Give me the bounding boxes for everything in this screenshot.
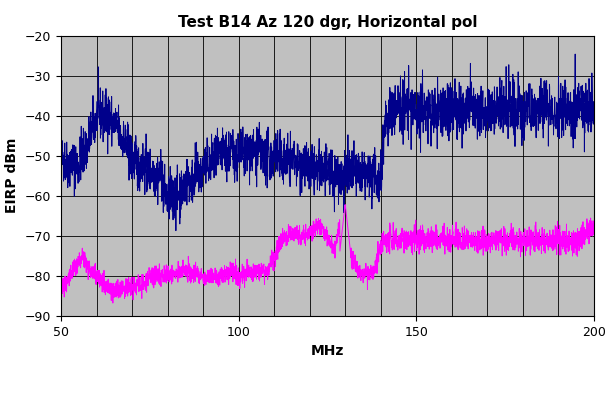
Line: RMS: RMS bbox=[61, 205, 594, 303]
Peak bbox=[285, 160, 293, 165]
Peak bbox=[172, 228, 179, 233]
Peak bbox=[572, 52, 579, 56]
RMS bbox=[285, 239, 293, 244]
RMS bbox=[119, 281, 126, 286]
X-axis label: MHz: MHz bbox=[311, 344, 344, 358]
Peak bbox=[522, 102, 529, 107]
RMS bbox=[58, 295, 65, 299]
Peak bbox=[590, 106, 597, 111]
Title: Test B14 Az 120 dgr, Horizontal pol: Test B14 Az 120 dgr, Horizontal pol bbox=[177, 15, 477, 30]
RMS bbox=[341, 202, 349, 207]
RMS bbox=[523, 238, 530, 243]
Peak bbox=[580, 95, 587, 100]
RMS bbox=[262, 264, 269, 269]
Peak bbox=[262, 183, 269, 188]
RMS bbox=[150, 286, 157, 290]
Y-axis label: EIRP dBm: EIRP dBm bbox=[6, 138, 20, 213]
Peak bbox=[150, 189, 157, 194]
Peak bbox=[58, 152, 65, 157]
RMS bbox=[580, 232, 587, 237]
RMS bbox=[109, 301, 116, 305]
Line: Peak: Peak bbox=[61, 54, 594, 231]
Peak bbox=[118, 135, 125, 139]
RMS bbox=[590, 231, 597, 236]
